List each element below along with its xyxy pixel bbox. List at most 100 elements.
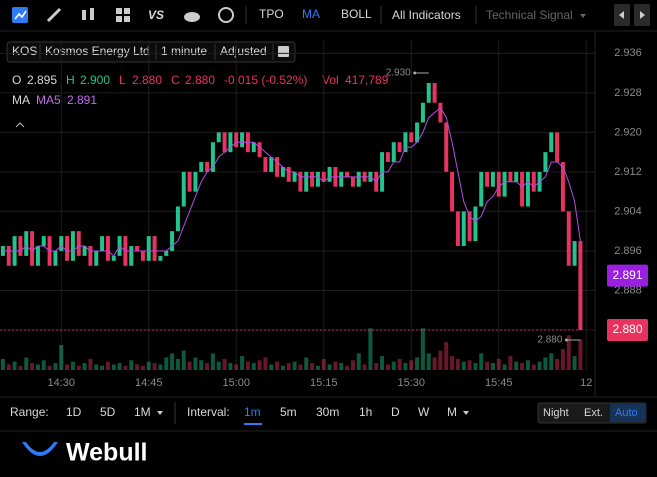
- candle: [578, 241, 583, 330]
- y-tick-label: 2.920: [614, 126, 642, 138]
- candle: [210, 142, 215, 172]
- volume-bar: [12, 361, 17, 370]
- candle: [420, 102, 425, 123]
- candle: [566, 211, 571, 266]
- session[interactable]: Auto: [615, 407, 638, 419]
- quote-value: 417,789: [345, 73, 389, 87]
- brand: Webull: [66, 439, 147, 467]
- volume-bar: [304, 357, 309, 370]
- annotation-dot: [564, 338, 568, 342]
- volume-bar: [321, 358, 326, 370]
- candle: [94, 250, 99, 266]
- volume-bar: [205, 363, 210, 370]
- volume-bar: [105, 361, 110, 370]
- volume-bar: [327, 364, 332, 370]
- volume-bar: [298, 364, 303, 370]
- interval[interactable]: 1h: [359, 405, 372, 419]
- company: Kosmos Energy Ltd: [45, 44, 150, 58]
- candle: [240, 132, 245, 148]
- toolbar-item[interactable]: All Indicators: [392, 8, 461, 22]
- icon-candles[interactable]: [82, 8, 94, 20]
- plot: 2.936 2.928 2.920 2.912 2.904 2.896 2.888 2.880…: [0, 32, 648, 396]
- volume-bar: [374, 363, 379, 370]
- volume-bar: [444, 342, 449, 370]
- volume-bar: [257, 360, 262, 370]
- candle: [222, 132, 227, 153]
- icon-layout[interactable]: [116, 8, 130, 22]
- controls: Range: 1D 5D 1M Interval: 1m 5m 30m 1h D…: [10, 402, 647, 425]
- volume-bar: [94, 364, 99, 370]
- volume-bar: [391, 361, 396, 370]
- candle: [187, 171, 192, 192]
- volume-bar: [53, 363, 58, 370]
- session[interactable]: Night: [543, 407, 569, 419]
- candle: [88, 246, 93, 266]
- interval[interactable]: W: [418, 405, 430, 419]
- icon-cloud[interactable]: [184, 12, 200, 22]
- volume-bar: [292, 361, 297, 370]
- candle: [135, 246, 140, 251]
- volume-bar: [30, 363, 35, 370]
- icon-compare[interactable]: VS: [148, 8, 164, 22]
- volume-bar: [339, 363, 344, 370]
- candle: [467, 211, 472, 242]
- candle: [473, 206, 478, 242]
- quote-change: -0.015 (-0.52%): [224, 73, 307, 87]
- ticker-box: [6, 41, 296, 63]
- candle: [216, 132, 221, 143]
- quote-label: C: [171, 73, 180, 87]
- icon-chart-line: [14, 10, 27, 20]
- session[interactable]: Ext.: [584, 407, 603, 419]
- candle: [6, 246, 11, 266]
- quote-label: Vol: [322, 73, 339, 87]
- volume-bar: [70, 361, 75, 370]
- interval[interactable]: 1 minute: [161, 44, 207, 58]
- volume-bar: [578, 339, 583, 370]
- volume-bar: [181, 350, 186, 370]
- candle: [479, 171, 484, 207]
- icon-menu[interactable]: [278, 46, 289, 57]
- interval[interactable]: D: [391, 405, 400, 419]
- volume-bar: [566, 335, 571, 370]
- indicator-label: MA: [12, 93, 30, 107]
- volume-bar: [47, 365, 52, 370]
- candle: [100, 236, 105, 251]
- volume-bar: [6, 364, 11, 370]
- candle: [315, 171, 320, 187]
- interval[interactable]: 1m: [244, 405, 261, 419]
- icon-replay[interactable]: [218, 7, 234, 23]
- volume-bar: [467, 360, 472, 370]
- candle: [485, 171, 490, 187]
- interval[interactable]: 5m: [280, 405, 297, 419]
- x-tick-label: 14:45: [135, 377, 163, 389]
- interval[interactable]: M: [447, 405, 457, 419]
- candle: [251, 142, 256, 153]
- candle: [76, 231, 81, 256]
- volume-bar: [245, 361, 250, 370]
- candle: [263, 157, 268, 172]
- toolbar-item[interactable]: BOLL: [341, 7, 372, 21]
- volume-bar: [380, 356, 385, 370]
- range[interactable]: 5D: [100, 405, 116, 419]
- candle: [345, 171, 350, 177]
- toolbar-item[interactable]: Technical Signal: [486, 8, 573, 22]
- volume-bar: [41, 360, 46, 370]
- volume-bar: [187, 361, 192, 370]
- range[interactable]: 1D: [66, 405, 82, 419]
- icon-draw[interactable]: [46, 7, 62, 23]
- volume-bar: [502, 364, 507, 370]
- candle: [146, 236, 151, 261]
- candle: [59, 236, 64, 251]
- collapse[interactable]: [15, 122, 25, 128]
- candle: [502, 171, 507, 197]
- volume-bar: [199, 360, 204, 370]
- volume-bar: [549, 353, 554, 370]
- x-tick-label: 15:00: [222, 377, 250, 389]
- x-tick-label: 15:15: [310, 377, 338, 389]
- toolbar-item[interactable]: TPO: [259, 7, 284, 21]
- candle: [0, 246, 5, 256]
- interval[interactable]: 30m: [316, 405, 339, 419]
- range[interactable]: 1M: [134, 405, 151, 419]
- toolbar-item[interactable]: MA: [302, 7, 320, 21]
- adjust[interactable]: Adjusted: [220, 44, 267, 58]
